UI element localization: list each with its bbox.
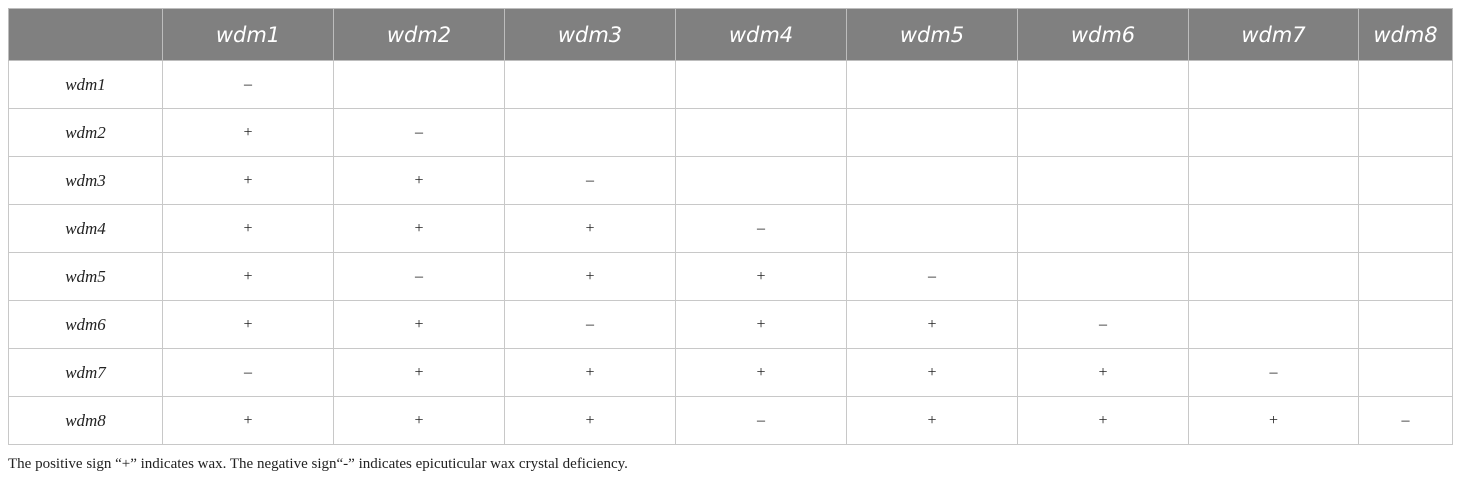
empty-cell [1358, 300, 1453, 349]
table-cell: + [333, 396, 505, 445]
table-cell: + [333, 300, 505, 349]
table-cell: + [1188, 396, 1359, 445]
table-cell: – [162, 60, 334, 109]
empty-cell [846, 204, 1018, 253]
empty-cell [675, 60, 847, 109]
empty-cell [1188, 108, 1359, 157]
table-cell: – [504, 300, 676, 349]
empty-cell [1358, 60, 1453, 109]
row-label: wdm1 [8, 60, 163, 109]
table-cell: + [1017, 396, 1189, 445]
table-body: wdm1– wdm2 + – wdm3 + + – wdm4 + + + – wdm5 + – + + – wdm6 +… [8, 60, 1453, 445]
data-table: wdm1 wdm2 wdm3 wdm4 wdm5 wdm6 wdm7 wdm8 wdm1– wd… [8, 8, 1453, 445]
empty-cell [1358, 252, 1453, 301]
row-label: wdm4 [8, 204, 163, 253]
row-label: wdm6 [8, 300, 163, 349]
table-cell: + [333, 156, 505, 205]
table-cell: – [1017, 300, 1189, 349]
empty-cell [1188, 300, 1359, 349]
empty-cell [846, 108, 1018, 157]
table-row: wdm8 + + + – + + + – [8, 396, 1453, 445]
table-cell: – [333, 252, 505, 301]
table-cell: – [162, 348, 334, 397]
empty-cell [504, 108, 676, 157]
table-cell: + [846, 300, 1018, 349]
row-label: wdm7 [8, 348, 163, 397]
table-row: wdm6 + + – + + – [8, 300, 1453, 349]
empty-cell [1017, 204, 1189, 253]
table-cell: + [675, 348, 847, 397]
column-header: wdm1 [162, 8, 334, 61]
empty-cell [675, 108, 847, 157]
empty-cell [1358, 348, 1453, 397]
column-header: wdm8 [1358, 8, 1453, 61]
table-cell: + [504, 396, 676, 445]
empty-cell [1358, 156, 1453, 205]
empty-cell [1358, 108, 1453, 157]
table-cell: + [846, 348, 1018, 397]
table-cell: + [333, 348, 505, 397]
table-cell: + [162, 300, 334, 349]
column-header: wdm6 [1017, 8, 1189, 61]
table-cell: – [675, 396, 847, 445]
empty-cell [1188, 60, 1359, 109]
column-header: wdm2 [333, 8, 505, 61]
table-cell: + [162, 204, 334, 253]
footnote: The positive sign “+” indicates wax. The… [8, 456, 628, 472]
empty-cell [504, 60, 676, 109]
header-row: wdm1 wdm2 wdm3 wdm4 wdm5 wdm6 wdm7 wdm8 [8, 8, 1453, 61]
empty-cell [1188, 252, 1359, 301]
table-row: wdm1– [8, 60, 1453, 109]
table-cell: + [675, 300, 847, 349]
table-cell: + [162, 252, 334, 301]
empty-cell [1017, 60, 1189, 109]
empty-cell [333, 60, 505, 109]
table-row: wdm3 + + – [8, 156, 1453, 205]
table-cell: + [504, 252, 676, 301]
table-cell: + [333, 204, 505, 253]
table-cell: – [675, 204, 847, 253]
table-cell: + [162, 156, 334, 205]
table-cell: – [333, 108, 505, 157]
table-row: wdm4 + + + – [8, 204, 1453, 253]
table-cell: + [1017, 348, 1189, 397]
empty-cell [1017, 156, 1189, 205]
row-label: wdm5 [8, 252, 163, 301]
table-cell: – [1358, 396, 1453, 445]
empty-cell [1188, 156, 1359, 205]
table-cell: + [846, 396, 1018, 445]
table-cell: + [162, 108, 334, 157]
table-cell: – [504, 156, 676, 205]
empty-cell [1358, 204, 1453, 253]
empty-cell [1017, 252, 1189, 301]
column-header: wdm4 [675, 8, 847, 61]
empty-cell [1017, 108, 1189, 157]
empty-cell [846, 60, 1018, 109]
table-row: wdm5 + – + + – [8, 252, 1453, 301]
column-header: wdm3 [504, 8, 676, 61]
empty-cell [675, 156, 847, 205]
column-header: wdm7 [1188, 8, 1359, 61]
table-cell: + [504, 204, 676, 253]
table-cell: + [504, 348, 676, 397]
row-label: wdm2 [8, 108, 163, 157]
table-cell: – [1188, 348, 1359, 397]
table-cell: + [162, 396, 334, 445]
table-cell: + [675, 252, 847, 301]
row-label: wdm8 [8, 396, 163, 445]
column-header: wdm5 [846, 8, 1018, 61]
row-label: wdm3 [8, 156, 163, 205]
empty-cell [846, 156, 1018, 205]
corner-cell [8, 8, 163, 61]
table-row: wdm2 + – [8, 108, 1453, 157]
empty-cell [1188, 204, 1359, 253]
table-row: wdm7– + + + + + – [8, 348, 1453, 397]
table-cell: – [846, 252, 1018, 301]
